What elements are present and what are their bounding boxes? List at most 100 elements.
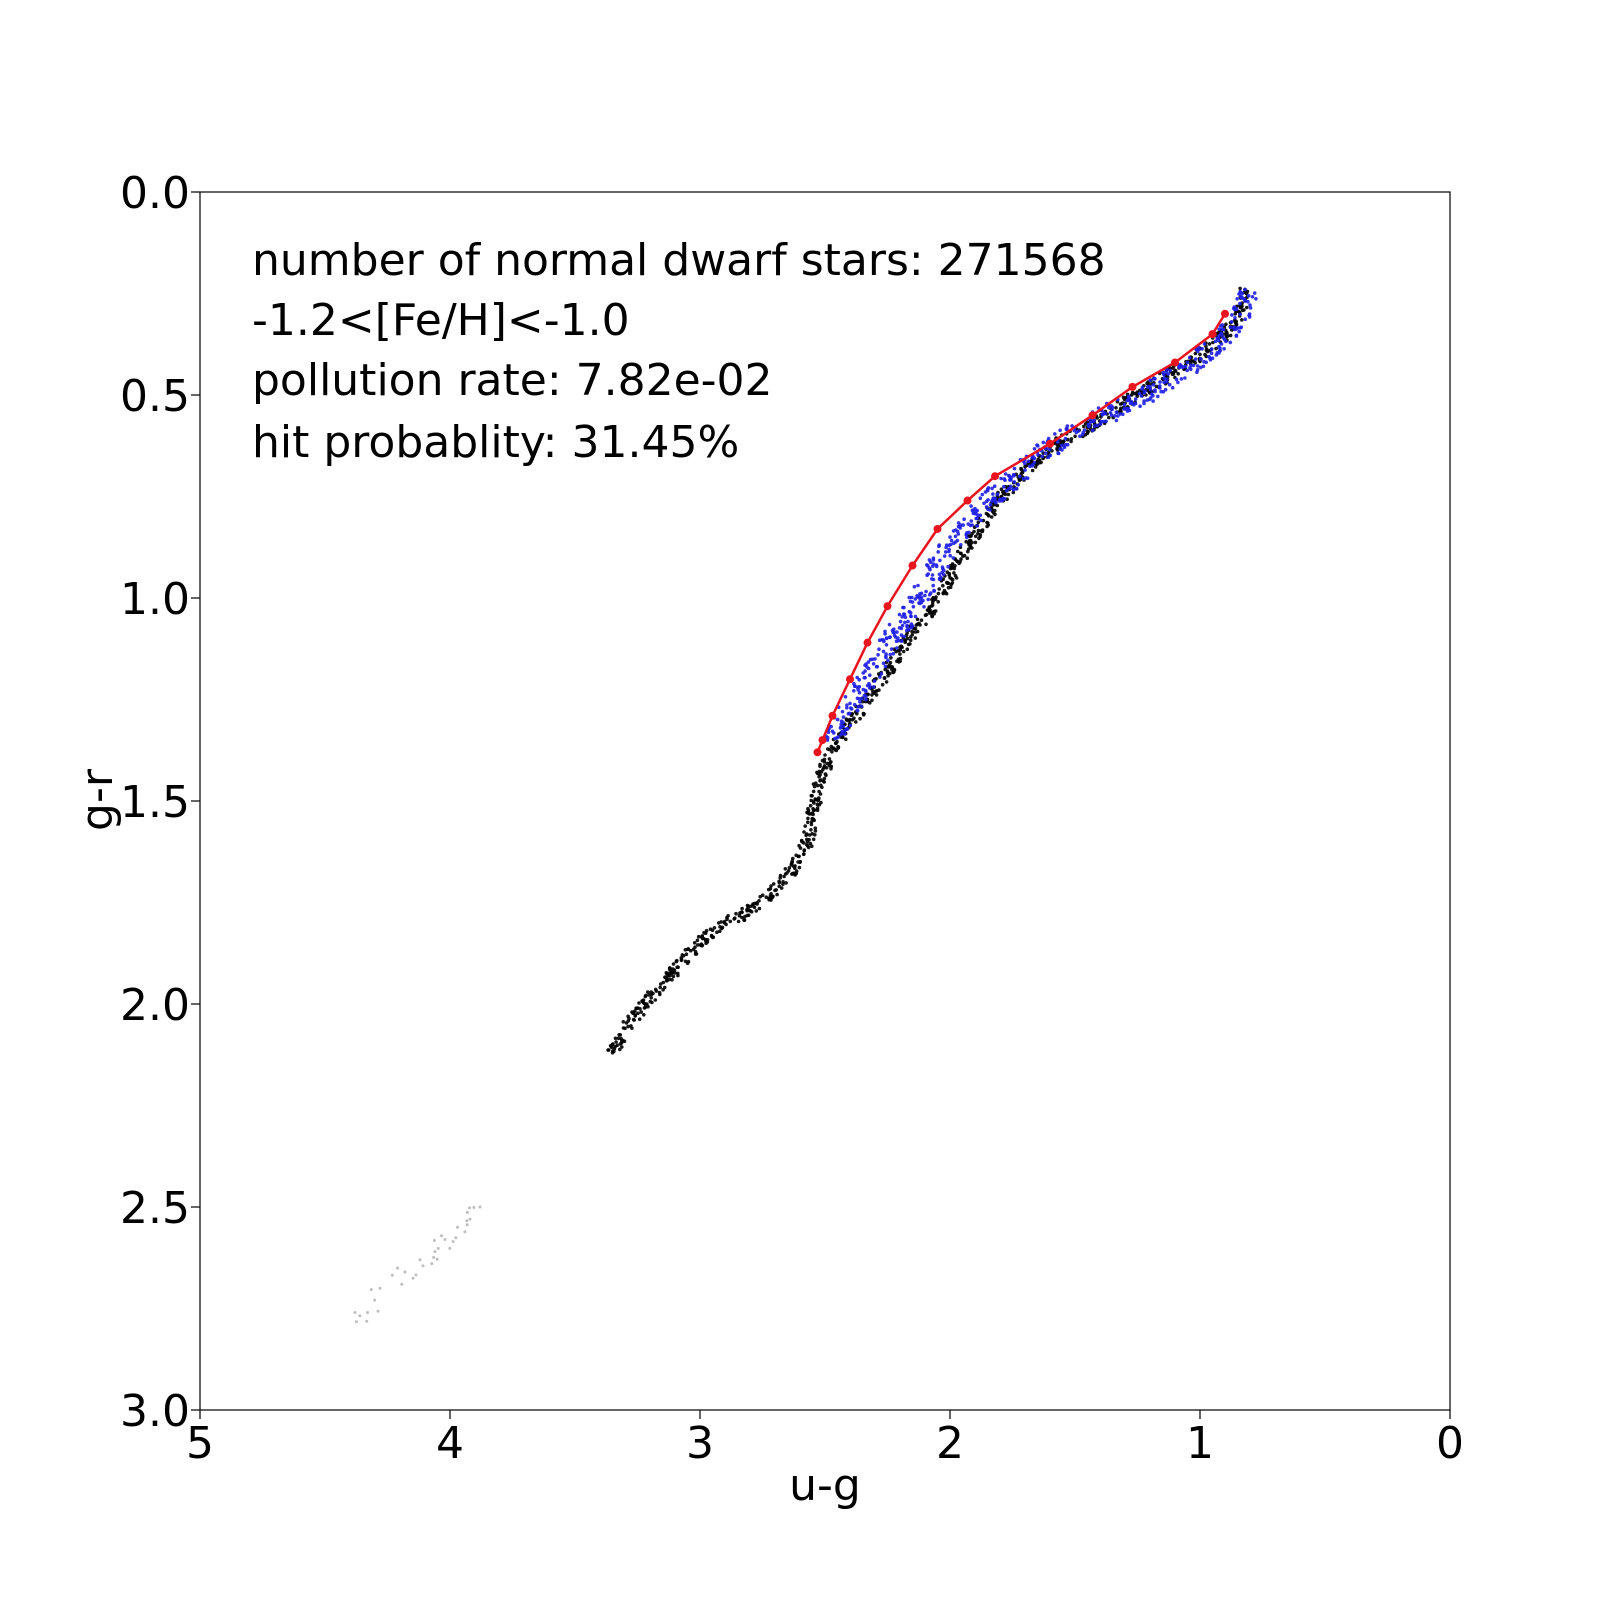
data-point: [443, 1237, 447, 1241]
data-point: [998, 497, 1002, 502]
data-point: [956, 532, 961, 536]
data-point: [806, 845, 811, 850]
annotation-metallicity-range: -1.2<[Fe/H]<-1.0: [252, 295, 630, 346]
data-point: [970, 508, 975, 513]
data-point: [894, 639, 899, 643]
data-point: [1011, 490, 1016, 495]
data-point: [894, 649, 898, 654]
data-point: [811, 837, 816, 842]
data-point: [1238, 326, 1243, 330]
data-point: [1162, 376, 1167, 381]
data-point: [910, 600, 915, 604]
data-point: [936, 591, 941, 596]
data-point: [1193, 361, 1197, 365]
data-point: [966, 547, 971, 551]
data-point: [400, 1282, 404, 1286]
data-point: [1248, 306, 1253, 310]
data-point: [949, 542, 953, 547]
data-point: [1235, 297, 1239, 301]
data-point: [949, 538, 954, 543]
data-point: [1058, 447, 1062, 451]
data-point: [886, 673, 890, 678]
data-point: [959, 557, 963, 561]
data-point: [936, 600, 940, 604]
data-point: [1114, 410, 1119, 415]
data-point: [944, 545, 948, 550]
data-point: [1002, 484, 1006, 489]
data-point: [810, 844, 814, 848]
data-point: [909, 622, 914, 626]
data-point: [1202, 342, 1207, 346]
data-point: [811, 799, 816, 804]
data-point: [463, 1230, 467, 1234]
data-point: [809, 828, 813, 832]
data-point: [1006, 492, 1011, 497]
data-point: [984, 499, 989, 504]
data-point: [802, 841, 806, 845]
data-point: [884, 680, 889, 684]
data-point: [852, 689, 856, 693]
data-point: [1198, 352, 1202, 357]
series-marker: [1046, 439, 1054, 448]
data-point: [1207, 354, 1211, 359]
data-point: [1222, 347, 1226, 351]
data-point: [1221, 336, 1226, 340]
data-point: [791, 856, 795, 861]
data-point: [903, 620, 907, 625]
data-point: [1185, 360, 1190, 365]
data-point: [976, 528, 981, 533]
data-point: [1114, 418, 1119, 423]
data-point: [809, 820, 814, 824]
data-point: [1168, 368, 1172, 373]
data-point: [1101, 412, 1106, 416]
data-point: [924, 589, 928, 594]
data-point: [1185, 368, 1189, 373]
data-point: [734, 911, 738, 916]
data-point: [758, 894, 762, 899]
data-point: [1224, 339, 1228, 344]
data-point: [974, 509, 978, 514]
data-point: [1072, 428, 1077, 433]
data-point: [900, 615, 905, 619]
data-point: [919, 595, 924, 599]
x-axis-label: u-g: [789, 1460, 861, 1511]
data-point: [936, 550, 940, 554]
data-point: [1122, 402, 1127, 407]
data-point: [867, 681, 871, 686]
data-points-layer: [353, 286, 1258, 1324]
data-point: [845, 703, 849, 707]
data-point: [1114, 406, 1118, 410]
data-point: [951, 556, 956, 560]
data-point: [948, 575, 952, 580]
data-point: [827, 757, 832, 761]
data-point: [818, 792, 823, 796]
data-point: [841, 724, 845, 729]
data-point: [704, 941, 708, 945]
data-point: [465, 1219, 469, 1223]
data-point: [862, 676, 867, 680]
data-point: [959, 543, 963, 547]
data-point: [887, 622, 892, 627]
data-point: [736, 919, 741, 924]
series-marker: [1171, 358, 1179, 367]
data-point: [834, 748, 839, 753]
data-point: [732, 917, 736, 921]
data-point: [478, 1205, 482, 1209]
data-point: [696, 934, 701, 939]
data-point: [1058, 428, 1062, 433]
data-point: [903, 615, 908, 619]
data-point: [937, 544, 941, 548]
data-point: [858, 716, 862, 721]
data-point: [658, 982, 663, 986]
data-point: [1151, 383, 1156, 387]
data-point: [1238, 301, 1242, 306]
data-point: [891, 651, 896, 656]
data-point: [840, 729, 844, 734]
data-point: [679, 957, 684, 962]
data-point: [907, 595, 911, 600]
data-point: [854, 720, 858, 724]
data-point: [1122, 407, 1126, 411]
data-point: [1217, 327, 1221, 332]
data-point: [1238, 312, 1242, 317]
data-point: [979, 518, 983, 523]
